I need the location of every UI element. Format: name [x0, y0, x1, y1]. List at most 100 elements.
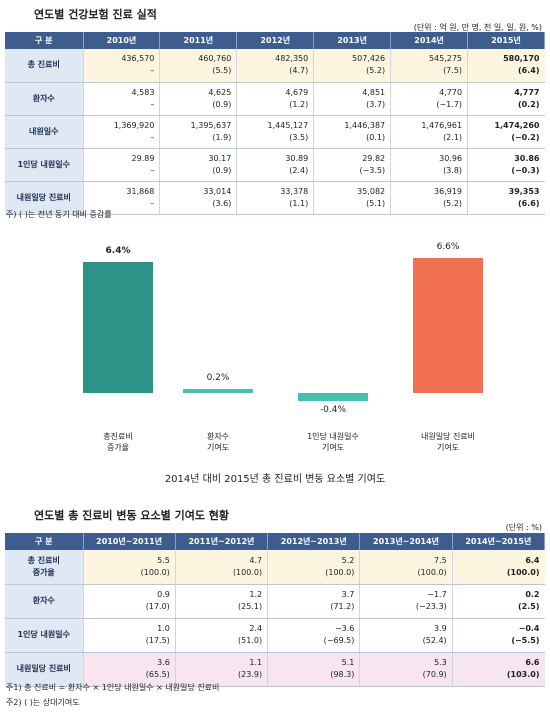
cell-change: (100.0) [417, 567, 447, 577]
cell-change: (17.0) [145, 602, 170, 611]
cell-value: 545,275 [428, 54, 463, 64]
header-cell: 2014년~2015년 [452, 533, 546, 550]
cell-value: 6.4 [525, 555, 540, 565]
cell-change: – [150, 132, 155, 142]
cell-value: 3.9 [433, 624, 447, 633]
bar [83, 262, 153, 393]
cell-value: 29.89 [131, 153, 155, 163]
header-row: 구 분 2010년~2011년 2011년~2012년 2012년~2013년 2013… [5, 533, 546, 550]
cell-value: 1.0 [157, 624, 170, 633]
cell-value: 4,851 [362, 87, 386, 97]
cell-change: (3.5) [289, 132, 309, 142]
cell-change: (71.2) [330, 602, 355, 611]
cell-value: 2.4 [249, 624, 263, 633]
cell-change: (2.4) [289, 165, 309, 175]
cell-value: 30.86 [514, 153, 540, 163]
row-label: 1인당 내원일수 [5, 148, 84, 182]
cell: 3.7 (71.2) [267, 584, 361, 619]
row-label: 내원일수 [5, 115, 84, 149]
cell-change: (52.4) [422, 636, 447, 645]
cell: 33,014 (3.6) [159, 181, 238, 215]
cell-value: 507,426 [352, 54, 386, 64]
cell: 4,770 (−1.7) [390, 82, 469, 116]
cell-value: −0.4 [518, 624, 540, 633]
table2-title: 연도별 총 진료비 변동 요소별 기여도 현황 [34, 509, 230, 522]
cell: −1.7 (−23.3) [359, 584, 453, 619]
cell: 3.6 (65.5) [83, 652, 176, 687]
cell: 507,426 (5.2) [313, 49, 392, 83]
cell-change: (25.1) [238, 602, 263, 611]
table1: 구 분 2010년 2011년 2012년 2013년 2014년 2015년 총 진료비 43… [5, 32, 545, 215]
cell-change: (23.9) [238, 670, 263, 679]
value-label: 0.2% [206, 372, 230, 383]
table2-note: 주1) 총 진료비 = 환자수 × 1인당 내원일수 × 내원일당 진료비 [6, 683, 220, 692]
cell: 1,474,260 (−0.2) [467, 115, 545, 149]
cell: 33,378 (1.1) [236, 181, 315, 215]
cell-change: (6.4) [518, 66, 540, 76]
cell-value: 7.5 [433, 555, 447, 565]
cell: 1,446,387 (0.1) [313, 115, 392, 149]
row-label: 환자수 [5, 82, 84, 116]
cell: 5.5 (100.0) [83, 550, 176, 585]
cell: 4,777 (0.2) [467, 82, 545, 116]
cell-change: (100.0) [140, 567, 170, 577]
cell-value: −3.6 [334, 624, 355, 633]
cell-change: (100.0) [506, 567, 540, 577]
cell: 4.7 (100.0) [175, 550, 269, 585]
cell-value: 1,446,387 [344, 120, 386, 130]
header-cell: 2010년~2011년 [83, 533, 176, 550]
cell: 4,851 (3.7) [313, 82, 392, 116]
cell-value: 460,760 [198, 54, 232, 64]
cell: 30.96 (3.8) [390, 148, 469, 182]
cell-change: – [150, 198, 155, 208]
header-cell: 2015년 [467, 32, 545, 49]
cell-value: 4,625 [208, 87, 232, 97]
cell: 2.4 (51.0) [175, 618, 269, 653]
cell-change: (100.0) [232, 567, 263, 577]
cell: 1.0 (17.5) [83, 618, 176, 653]
cell-value: 31,868 [126, 186, 155, 196]
header-cell: 2012년~2013년 [267, 533, 361, 550]
row: 총 진료비 436,570 – 460,760 (5.5) 482,350 (4.7) 507… [5, 49, 545, 83]
table2: 구 분 2010년~2011년 2011년~2012년 2012년~2013년 2013… [5, 533, 546, 687]
cell-value: 4,679 [285, 87, 309, 97]
table2-unit: (단위 : %) [505, 523, 542, 532]
table2-note: 주2) ( )는 상대기여도 [6, 698, 80, 707]
cell-value: 4.7 [249, 555, 263, 565]
cell-value: 3.7 [341, 590, 355, 599]
row-label: 1인당 내원일수 [5, 618, 84, 653]
cell-value: 1.1 [249, 658, 263, 667]
value-label: -0.4% [319, 405, 347, 416]
row: 1인당 내원일수 1.0 (17.5) 2.4 (51.0) −3.6 (−69.5) 3.9… [5, 618, 545, 653]
cell-change: (5.5) [212, 66, 232, 76]
cell: 1.1 (23.9) [175, 652, 269, 687]
cell: 0.9 (17.0) [83, 584, 176, 619]
bar [413, 258, 483, 393]
cell-change: (0.9) [212, 165, 232, 175]
cell: 29.82 (−3.5) [313, 148, 392, 182]
cell-value: 33,014 [203, 186, 232, 196]
cell-change: (−69.5) [323, 636, 355, 645]
table1-unit: (단위 : 억 원, 만 명, 천 일, 일, 원, %) [413, 23, 542, 32]
cell-value: 29.82 [362, 153, 386, 163]
cell-change: (−0.2) [511, 132, 540, 142]
cell-change: (−0.3) [511, 165, 540, 175]
cell: 31,868 – [83, 181, 161, 215]
cell-change: – [150, 165, 155, 175]
cell-value: 30.89 [285, 153, 309, 163]
cell-change: (100.0) [325, 567, 355, 577]
cell-change: (−23.3) [415, 602, 447, 611]
row: 내원일수 1,369,920 – 1,395,637 (1.9) 1,445,127 (3.… [5, 115, 545, 149]
cell-change: (70.9) [422, 670, 447, 679]
cell-change: (0.1) [366, 132, 386, 142]
cell: 1,445,127 (3.5) [236, 115, 315, 149]
row-label: 환자수 [5, 584, 84, 619]
row-label: 총 진료비 증가율 [5, 550, 84, 585]
cell: 0.2 (2.5) [452, 584, 545, 619]
cell-value: 30.17 [208, 153, 232, 163]
cell-change: (0.9) [212, 99, 232, 109]
cell-change: (5.2) [443, 198, 463, 208]
cell-change: (17.5) [145, 636, 170, 645]
chart: 6.4% 총진료비 증가율 0.2% 환자수 기여도 -0.4% 1인당 내원일수 기여도… [0, 225, 550, 490]
cell-change: (7.5) [443, 66, 463, 76]
